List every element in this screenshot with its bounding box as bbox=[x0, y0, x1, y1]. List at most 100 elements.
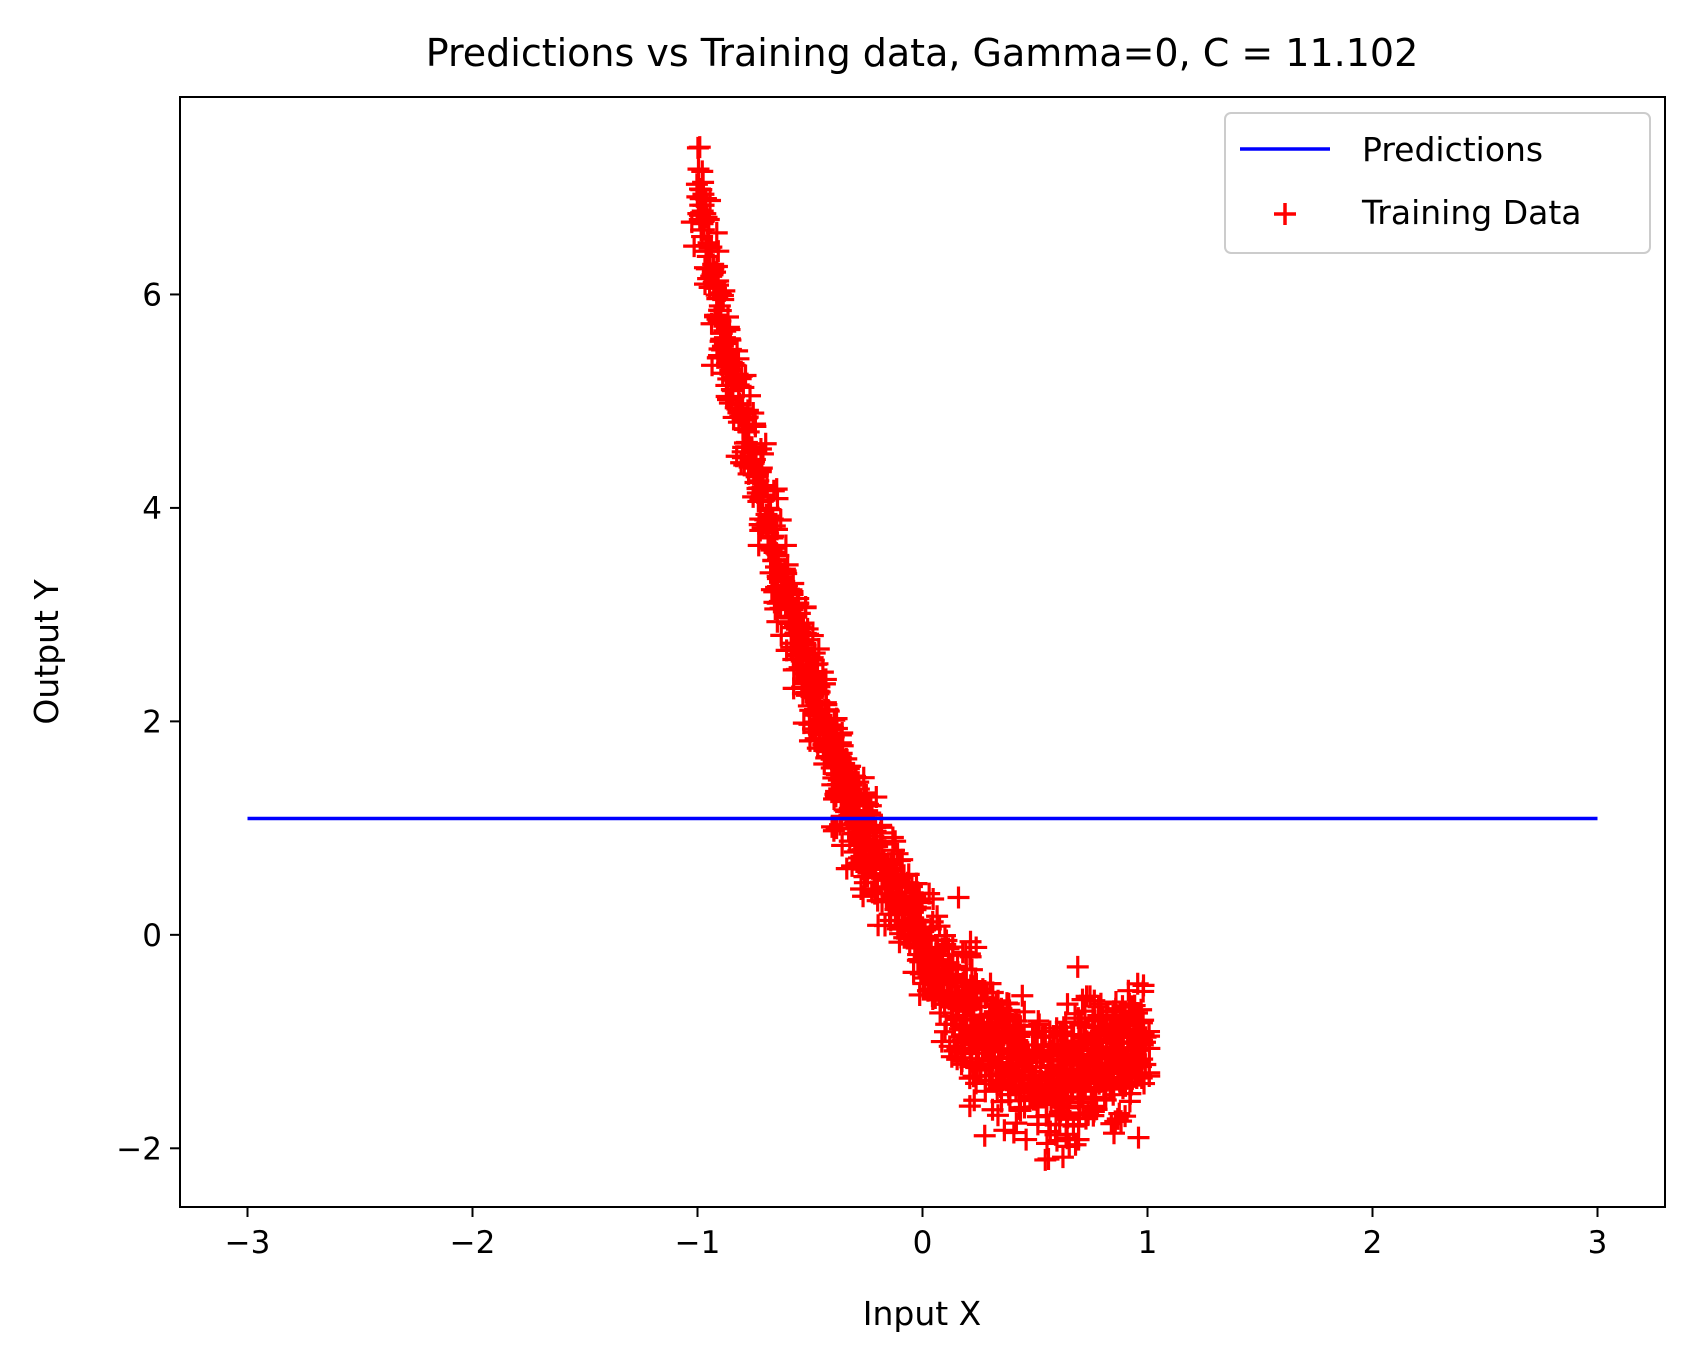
training-data-point bbox=[711, 362, 734, 385]
training-data-point bbox=[944, 986, 967, 1009]
training-data-point bbox=[1124, 1036, 1147, 1059]
training-data-point bbox=[747, 490, 770, 513]
training-data-point bbox=[913, 942, 936, 965]
training-data-point bbox=[1138, 1025, 1161, 1048]
x-axis-label: Input X bbox=[863, 1294, 982, 1333]
training-data-point bbox=[742, 441, 765, 464]
training-data-point bbox=[981, 1098, 1004, 1121]
x-tick-label: −3 bbox=[225, 1225, 271, 1261]
x-tick-label: −2 bbox=[450, 1225, 496, 1261]
training-data-point bbox=[1092, 1006, 1115, 1029]
training-data-point bbox=[904, 896, 927, 919]
training-data-point bbox=[1073, 1000, 1096, 1023]
training-data-point bbox=[878, 903, 901, 926]
training-data-point bbox=[831, 834, 854, 857]
training-data-point bbox=[1034, 1063, 1057, 1086]
training-data-point bbox=[1050, 1022, 1073, 1045]
training-data-point bbox=[1015, 1039, 1038, 1062]
training-data-point bbox=[941, 966, 964, 989]
training-data-point bbox=[1110, 1110, 1133, 1133]
training-data-point bbox=[1005, 1112, 1028, 1135]
chart-title: Predictions vs Training data, Gamma=0, C… bbox=[426, 31, 1419, 75]
training-data-point bbox=[960, 958, 983, 981]
training-data-point bbox=[973, 1124, 996, 1147]
training-data-point bbox=[704, 304, 727, 327]
training-data-point bbox=[933, 924, 956, 947]
training-data-point bbox=[953, 1008, 976, 1031]
training-data-point bbox=[947, 886, 970, 909]
training-data-point bbox=[1132, 980, 1155, 1003]
y-tick-label: 6 bbox=[142, 277, 162, 313]
training-data-point bbox=[1011, 984, 1034, 1007]
training-data-point bbox=[791, 656, 814, 679]
training-data-point bbox=[775, 574, 798, 597]
training-data-point bbox=[919, 978, 942, 1001]
y-axis: −2 0 2 4 6 bbox=[116, 277, 180, 1167]
training-data-point bbox=[934, 1020, 957, 1043]
training-data-point bbox=[870, 867, 893, 890]
training-data-point bbox=[1124, 1065, 1147, 1088]
training-data-point bbox=[714, 320, 737, 343]
y-tick-label: 2 bbox=[142, 704, 162, 740]
training-data-point bbox=[1051, 1146, 1074, 1169]
training-data-point bbox=[1020, 1051, 1043, 1074]
training-data-point bbox=[804, 679, 827, 702]
training-data-point bbox=[1008, 1096, 1031, 1119]
training-data-point bbox=[831, 734, 854, 757]
training-data-point bbox=[693, 273, 716, 296]
training-data-point bbox=[1052, 1090, 1075, 1113]
training-data-point bbox=[951, 941, 974, 964]
training-data-point bbox=[931, 944, 954, 967]
plot-frame bbox=[179, 96, 1666, 1208]
training-data-point bbox=[1058, 1064, 1081, 1087]
training-data-point bbox=[767, 591, 790, 614]
training-data-point bbox=[888, 931, 911, 954]
training-data-point bbox=[697, 267, 720, 290]
training-data-point bbox=[997, 1051, 1020, 1074]
training-data-point bbox=[1066, 955, 1089, 978]
training-data-point bbox=[916, 953, 939, 976]
training-data-point bbox=[964, 975, 987, 998]
training-data-point bbox=[707, 346, 730, 369]
training-data-point bbox=[1118, 1006, 1141, 1029]
training-data-point bbox=[770, 624, 793, 647]
training-data-point bbox=[731, 417, 754, 440]
training-data-point bbox=[1027, 1010, 1050, 1033]
training-data-point bbox=[740, 436, 763, 459]
training-data-point bbox=[824, 783, 847, 806]
training-data-point bbox=[720, 385, 743, 408]
training-data-point bbox=[987, 989, 1010, 1012]
training-data-point bbox=[901, 901, 924, 924]
training-data-point bbox=[1019, 1087, 1042, 1110]
training-data-point bbox=[791, 676, 814, 699]
training-data-point bbox=[857, 852, 880, 875]
x-tick-label: 3 bbox=[1588, 1225, 1608, 1261]
training-data-point bbox=[773, 570, 796, 593]
training-data-point bbox=[1034, 1025, 1057, 1048]
training-data-point bbox=[1049, 1061, 1072, 1084]
legend-training-label: Training Data bbox=[1361, 193, 1582, 232]
training-data-point bbox=[1132, 1009, 1155, 1032]
training-data-point bbox=[751, 516, 774, 539]
training-data-point bbox=[688, 208, 711, 231]
y-tick-label: −2 bbox=[116, 1131, 162, 1167]
training-data-point bbox=[1114, 1105, 1137, 1128]
legend-training-swatch bbox=[1274, 203, 1296, 225]
training-data-point bbox=[1129, 1049, 1152, 1072]
training-data-point bbox=[1035, 1104, 1058, 1127]
x-tick-label: 1 bbox=[1138, 1225, 1158, 1261]
training-data-point bbox=[1108, 1070, 1131, 1093]
training-data-point bbox=[867, 914, 890, 937]
training-data-point bbox=[1068, 1060, 1091, 1083]
training-data-point bbox=[744, 415, 767, 438]
training-data-point bbox=[946, 1037, 969, 1060]
training-data-point bbox=[1093, 1086, 1116, 1109]
training-data-point bbox=[1088, 1070, 1111, 1093]
x-tick-label: −1 bbox=[675, 1225, 721, 1261]
training-data-point bbox=[844, 822, 867, 845]
x-axis: −3 −2 −1 0 1 2 3 bbox=[225, 1207, 1608, 1261]
training-data-point bbox=[1064, 1133, 1087, 1156]
plot-area bbox=[247, 136, 1598, 1171]
training-data-point bbox=[1090, 1045, 1113, 1068]
y-tick-label: 4 bbox=[142, 491, 162, 527]
